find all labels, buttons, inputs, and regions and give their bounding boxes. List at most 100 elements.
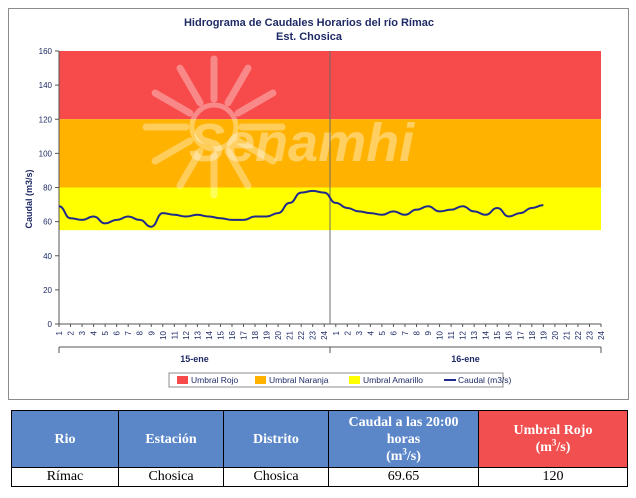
- x-tick-label: 24: [597, 330, 606, 339]
- x-tick-label: 7: [401, 330, 410, 335]
- x-tick-label: 3: [78, 330, 87, 335]
- header-distrito: Distrito: [223, 410, 329, 468]
- watermark-ray: [151, 137, 194, 165]
- header-umbral-rojo: Umbral Rojo (m3/s): [478, 410, 628, 468]
- x-tick-label: 5: [101, 330, 110, 335]
- x-tick-label: 14: [205, 330, 214, 339]
- watermark-ray: [151, 89, 194, 117]
- x-tick-label: 22: [297, 330, 306, 339]
- hydrograph-chart: Hidrograma de Caudales Horarios del río …: [8, 8, 629, 400]
- x-tick-label: 15: [216, 330, 225, 339]
- x-tick-label: 15: [493, 330, 502, 339]
- x-tick-label: 23: [585, 330, 594, 339]
- y-tick-label: 80: [43, 184, 52, 193]
- x-tick-label: 4: [366, 330, 375, 335]
- header-estacion: Estación: [118, 410, 224, 468]
- x-tick-label: 21: [286, 330, 295, 339]
- watermark-sun-icon: [142, 55, 286, 199]
- watermark-ray: [224, 64, 252, 107]
- x-tick-label: 17: [516, 330, 525, 339]
- x-tick-label: 9: [424, 330, 433, 335]
- header-rio: Rio: [11, 410, 119, 468]
- watermark-sun-core: [189, 102, 239, 152]
- x-tick-label: 24: [320, 330, 329, 339]
- legend-swatch: [177, 376, 188, 384]
- x-tick-label: 18: [528, 330, 537, 339]
- y-tick-label: 60: [43, 218, 52, 227]
- y-axis-label: Caudal (m3/s): [24, 169, 34, 228]
- watermark-text: Senamhi: [189, 113, 415, 173]
- legend-label: Umbral Rojo: [191, 375, 239, 385]
- y-tick-label: 120: [39, 115, 53, 124]
- series-line-caudal: [58, 189, 544, 228]
- watermark-ray: [234, 137, 277, 165]
- cell-caudal: 69.65: [328, 467, 479, 487]
- x-tick-label: 8: [136, 330, 145, 335]
- x-tick-label: 4: [90, 330, 99, 335]
- x-tick-label: 8: [412, 330, 421, 335]
- cell-distrito: Chosica: [223, 467, 329, 487]
- x-tick-label: 19: [539, 330, 548, 339]
- cell-rio: Rímac: [11, 467, 119, 487]
- x-tick-label: 1: [55, 330, 64, 335]
- watermark-ray: [224, 147, 252, 190]
- legend-swatch: [349, 376, 360, 384]
- x-tick-label: 18: [251, 330, 260, 339]
- x-tick-label: 13: [470, 330, 479, 339]
- x-tick-label: 22: [574, 330, 583, 339]
- header-umbral-text: Umbral Rojo: [513, 423, 593, 438]
- senamhi-watermark: Senamhi: [142, 55, 415, 199]
- y-tick-label: 100: [39, 149, 53, 158]
- x-tick-label: 11: [170, 330, 179, 339]
- y-tick-label: 140: [39, 81, 53, 90]
- legend-box: [168, 372, 504, 388]
- x-tick-label: 10: [159, 330, 168, 339]
- x-tick-label: 2: [67, 330, 76, 335]
- watermark-ray: [176, 147, 204, 190]
- cell-umbral-rojo: 120: [478, 467, 628, 487]
- x-tick-label: 12: [459, 330, 468, 339]
- x-tick-label: 23: [309, 330, 318, 339]
- chart-title: Hidrograma de Caudales Horarios del río …: [184, 17, 434, 29]
- x-tick-label: 5: [378, 330, 387, 335]
- x-tick-label: 1: [332, 330, 341, 335]
- x-tick-label: 13: [193, 330, 202, 339]
- x-tick-label: 10: [436, 330, 445, 339]
- header-caudal: Caudal a las 20:00 horas (m3/s): [328, 410, 479, 468]
- x-tick-label: 21: [562, 330, 571, 339]
- x-tick-label: 16: [228, 330, 237, 339]
- x-tick-label: 12: [182, 330, 191, 339]
- legend-label: Umbral Naranja: [269, 375, 329, 385]
- header-caudal-unit: (m3/s): [386, 445, 421, 464]
- x-tick-label: 6: [389, 330, 398, 335]
- station-info-table: Rio Estación Distrito Caudal a las 20:00…: [11, 410, 628, 487]
- chart-subtitle: Est. Chosica: [276, 31, 343, 43]
- table-header-row: Rio Estación Distrito Caudal a las 20:00…: [11, 410, 628, 468]
- legend-label: Caudal (m3/s): [458, 375, 512, 385]
- chart-legend: Umbral Rojo Umbral Naranja Umbral Amarillo…: [168, 372, 512, 388]
- y-tick-label: 0: [48, 320, 53, 329]
- x-tick-label: 11: [447, 330, 456, 339]
- x-tick-label: 19: [263, 330, 272, 339]
- legend-swatch: [255, 376, 266, 384]
- chart-series: [58, 189, 544, 228]
- x-tick-label: 9: [147, 330, 156, 335]
- chart-canvas: Hidrograma de Caudales Horarios del río …: [24, 17, 606, 388]
- x-tick-label: 2: [343, 330, 352, 335]
- x-tick-label: 20: [551, 330, 560, 339]
- watermark-ray: [176, 64, 204, 107]
- x-tick-label: 20: [274, 330, 283, 339]
- x-tick-label: 3: [355, 330, 364, 335]
- day-label: 15-ene: [180, 354, 209, 364]
- y-tick-label: 160: [39, 47, 53, 56]
- table-row: Rímac Chosica Chosica 69.65 120: [11, 467, 628, 487]
- header-umbral-unit: (m3/s): [535, 437, 571, 455]
- y-tick-label: 40: [43, 252, 52, 261]
- x-tick-label: 16: [505, 330, 514, 339]
- watermark-ray: [234, 89, 277, 117]
- cell-estacion: Chosica: [118, 467, 224, 487]
- legend-label: Umbral Amarillo: [363, 375, 423, 385]
- header-caudal-text: Caudal a las 20:00 horas: [348, 414, 459, 447]
- y-tick-label: 20: [43, 286, 52, 295]
- day-label: 16-ene: [451, 354, 480, 364]
